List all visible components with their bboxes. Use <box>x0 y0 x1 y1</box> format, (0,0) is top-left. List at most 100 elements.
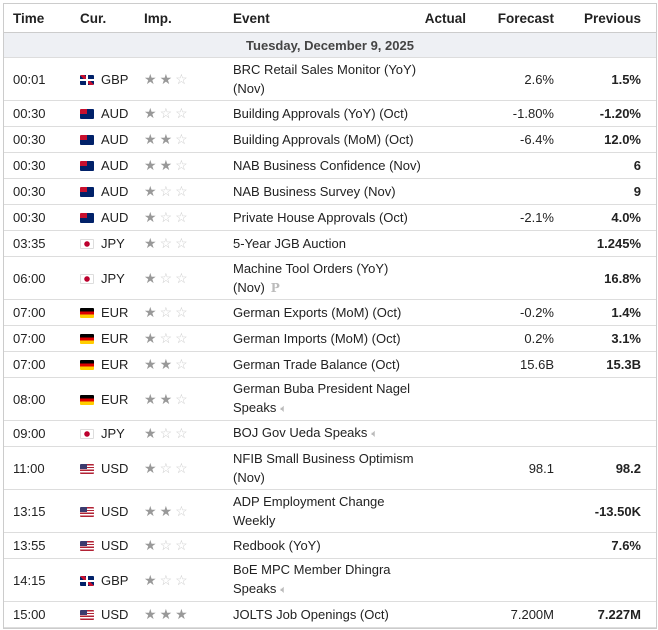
event-name[interactable]: Private House Approvals (Oct) <box>233 210 408 225</box>
forecast-value: -6.4% <box>466 126 554 153</box>
flag-icon <box>80 506 94 517</box>
speaker-icon[interactable]: 🔈︎ <box>280 584 287 596</box>
actual-value <box>422 256 466 300</box>
importance: ★★☆ <box>144 126 233 153</box>
event-row[interactable]: 07:00 EUR ★☆☆ German Exports (MoM) (Oct)… <box>4 299 656 326</box>
event-name[interactable]: German Trade Balance (Oct) <box>233 357 400 372</box>
event-row[interactable]: 00:30 AUD ★☆☆ Building Approvals (YoY) (… <box>4 100 656 127</box>
actual-value <box>422 230 466 257</box>
event-row[interactable]: 14:15 GBP ★☆☆ BoE MPC Member Dhingra Spe… <box>4 558 656 602</box>
event-row[interactable]: 03:35 JPY ★☆☆ 5-Year JGB Auction 1.245% <box>4 230 656 257</box>
event-name[interactable]: 5-Year JGB Auction <box>233 236 346 251</box>
star-empty-icon: ☆ <box>159 105 176 121</box>
header-forecast[interactable]: Forecast <box>466 4 554 33</box>
event-row[interactable]: 07:00 EUR ★★☆ German Trade Balance (Oct)… <box>4 351 656 378</box>
event-time: 00:30 <box>4 204 80 231</box>
star-filled-icon: ★ <box>144 183 160 199</box>
forecast-value <box>466 377 554 421</box>
event-time: 00:30 <box>4 126 80 153</box>
event-row[interactable]: 06:00 JPY ★☆☆ Machine Tool Orders (YoY) … <box>4 256 656 300</box>
event-row[interactable]: 15:00 USD ★★★ JOLTS Job Openings (Oct) 7… <box>4 601 656 628</box>
actual-value <box>422 377 466 421</box>
star-filled-icon: ★ <box>159 502 176 519</box>
star-filled-icon: ★ <box>159 131 176 147</box>
importance: ★★☆ <box>144 152 233 179</box>
event-name[interactable]: JOLTS Job Openings (Oct) <box>233 607 389 622</box>
star-empty-icon: ☆ <box>175 304 191 320</box>
event-time: 08:00 <box>4 377 80 421</box>
event-row[interactable]: 00:30 AUD ★★☆ NAB Business Confidence (N… <box>4 152 656 179</box>
event-row[interactable]: 09:00 JPY ★☆☆ BOJ Gov Ueda Speaks 🔈︎ <box>4 420 656 447</box>
event-time: 06:00 <box>4 256 80 300</box>
event-time: 00:30 <box>4 152 80 179</box>
previous-value: 98.2 <box>554 446 641 490</box>
event-row[interactable]: 00:30 AUD ★★☆ Building Approvals (MoM) (… <box>4 126 656 153</box>
event-name[interactable]: German Exports (MoM) (Oct) <box>233 305 402 320</box>
flag-icon <box>80 429 94 439</box>
importance: ★☆☆ <box>144 532 233 559</box>
previous-value: 4.0% <box>554 204 641 231</box>
event-row[interactable]: 13:55 USD ★☆☆ Redbook (YoY) 7.6% <box>4 532 656 559</box>
date-row: Tuesday, December 9, 2025 <box>4 32 656 58</box>
event-name[interactable]: Redbook (YoY) <box>233 538 321 553</box>
event-name[interactable]: BRC Retail Sales Monitor (YoY) (Nov) <box>233 62 417 96</box>
header-event[interactable]: Event <box>233 4 422 33</box>
actual-value <box>422 558 466 602</box>
forecast-value: -2.1% <box>466 204 554 231</box>
event-row[interactable]: 00:30 AUD ★☆☆ NAB Business Survey (Nov) … <box>4 178 656 205</box>
event-name[interactable]: NAB Business Confidence (Nov) <box>233 158 421 173</box>
star-filled-icon: ★ <box>159 157 176 173</box>
header-previous[interactable]: Previous <box>554 4 641 33</box>
speaker-icon[interactable]: 🔈︎ <box>280 403 287 415</box>
currency: USD <box>101 503 129 519</box>
event-name[interactable]: ADP Employment Change Weekly <box>233 494 385 528</box>
flag-icon <box>80 463 94 474</box>
event-name[interactable]: German Imports (MoM) (Oct) <box>233 331 401 346</box>
star-filled-icon: ★ <box>144 269 160 286</box>
event-name[interactable]: NAB Business Survey (Nov) <box>233 184 396 199</box>
event-row[interactable]: 13:15 USD ★★☆ ADP Employment Change Week… <box>4 489 656 533</box>
forecast-value <box>466 489 554 533</box>
flag-icon <box>80 161 94 171</box>
event-row[interactable]: 00:30 AUD ★☆☆ Private House Approvals (O… <box>4 204 656 231</box>
event-name[interactable]: BoE MPC Member Dhingra Speaks <box>233 562 391 596</box>
previous-value: 1.245% <box>554 230 641 257</box>
star-empty-icon: ☆ <box>175 571 191 588</box>
flag-icon <box>80 239 94 249</box>
importance: ★★★ <box>144 601 233 628</box>
event-time: 07:00 <box>4 351 80 378</box>
importance: ★☆☆ <box>144 204 233 231</box>
event-name[interactable]: Building Approvals (MoM) (Oct) <box>233 132 414 147</box>
currency: JPY <box>101 426 125 441</box>
flag-icon <box>80 109 94 119</box>
star-empty-icon: ☆ <box>175 183 191 199</box>
event-name[interactable]: Building Approvals (YoY) (Oct) <box>233 106 409 121</box>
importance: ★☆☆ <box>144 230 233 257</box>
event-name[interactable]: German Buba President Nagel Speaks <box>233 381 411 415</box>
actual-value <box>422 152 466 179</box>
currency: USD <box>101 607 129 622</box>
header-actual[interactable]: Actual <box>422 4 466 33</box>
importance: ★☆☆ <box>144 299 233 326</box>
header-imp[interactable]: Imp. <box>144 4 233 33</box>
star-empty-icon: ☆ <box>175 209 191 225</box>
header-cur[interactable]: Cur. <box>80 4 144 33</box>
event-row[interactable]: 11:00 USD ★☆☆ NFIB Small Business Optimi… <box>4 446 656 490</box>
event-row[interactable]: 08:00 EUR ★★☆ German Buba President Nage… <box>4 377 656 421</box>
event-row[interactable]: 07:00 EUR ★☆☆ German Imports (MoM) (Oct)… <box>4 325 656 352</box>
event-name[interactable]: Machine Tool Orders (YoY) (Nov) <box>233 260 389 295</box>
event-name[interactable]: BOJ Gov Ueda Speaks <box>233 425 368 440</box>
event-row[interactable]: 00:01 GBP ★★☆ BRC Retail Sales Monitor (… <box>4 57 656 101</box>
previous-value: 15.3B <box>554 351 641 378</box>
currency: JPY <box>101 236 125 251</box>
currency: AUD <box>101 106 129 121</box>
currency: GBP <box>101 572 129 588</box>
star-empty-icon: ☆ <box>175 425 191 441</box>
star-filled-icon: ★ <box>144 390 160 407</box>
event-name[interactable]: NFIB Small Business Optimism (Nov) <box>233 451 414 485</box>
star-filled-icon: ★ <box>144 571 160 588</box>
flag-icon <box>80 334 94 344</box>
speaker-icon[interactable]: 🔈︎ <box>371 428 379 440</box>
star-filled-icon: ★ <box>144 330 160 346</box>
header-time[interactable]: Time <box>4 4 80 33</box>
